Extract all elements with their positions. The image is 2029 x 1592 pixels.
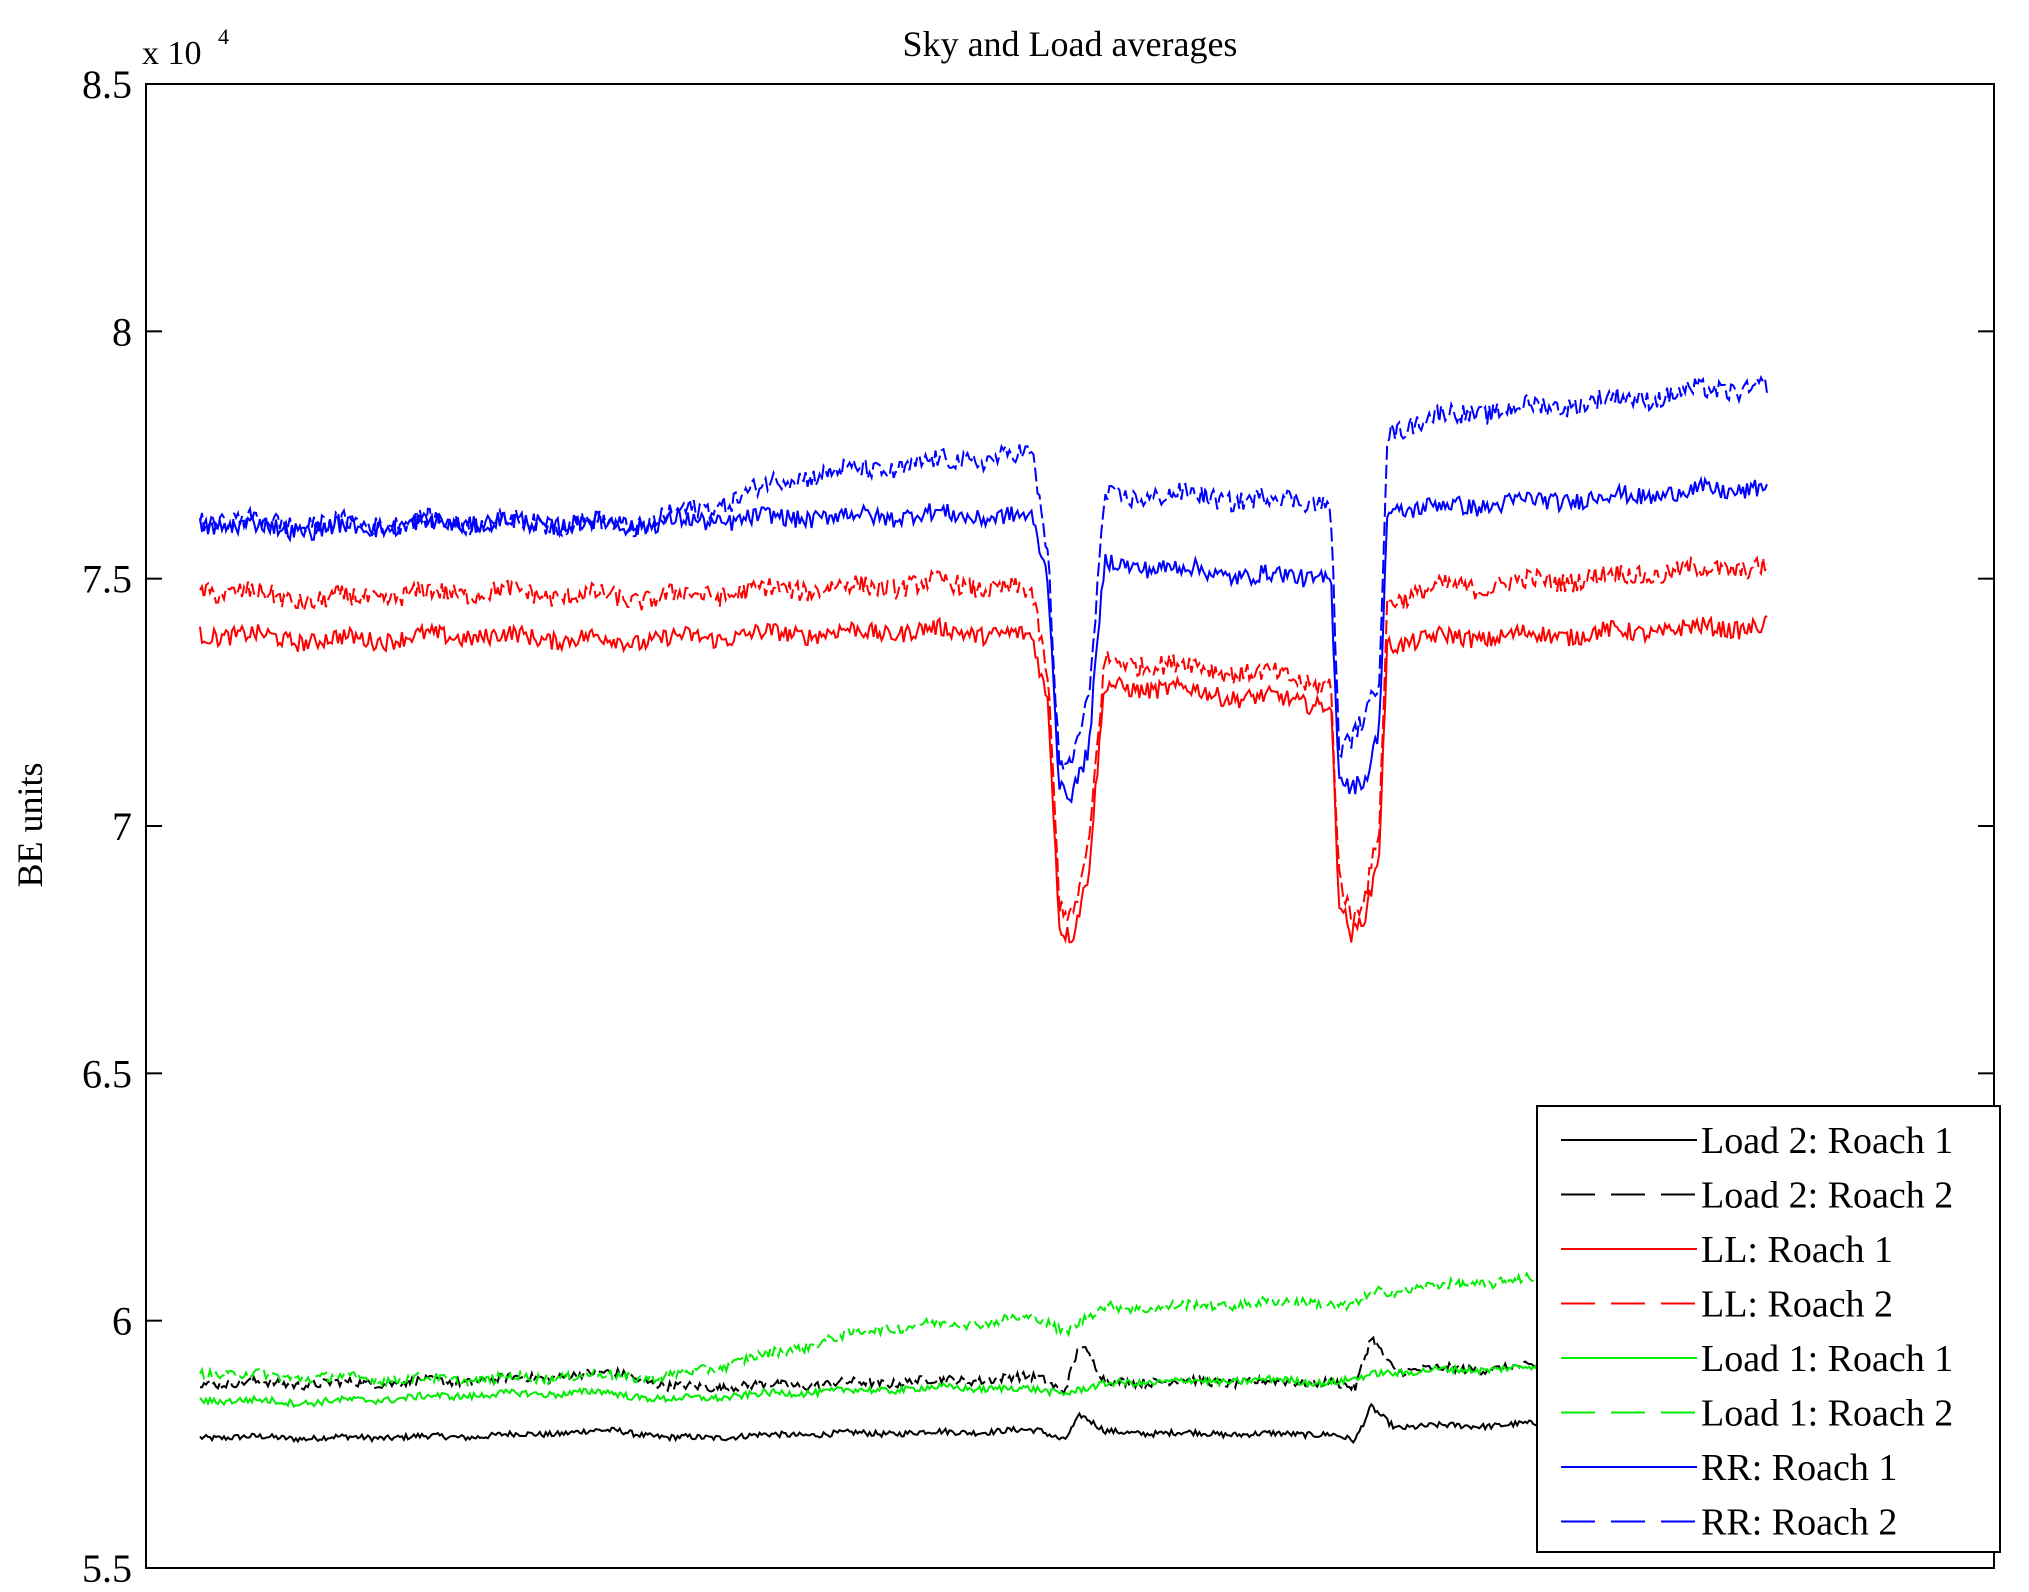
legend: Load 2: Roach 1 Load 2: Roach 2 LL: Roach … [1536,1105,2001,1553]
chart-title: Sky and Load averages [903,24,1238,64]
series-line-rr-roach-2 [199,375,1768,774]
legend-label: Load 2: Roach 2 [1701,1175,1953,1217]
legend-label: LL: Roach 1 [1701,1229,1893,1271]
series-line-ll-roach-1 [199,614,1768,944]
series-line-load-1-roach-1 [199,1351,1768,1409]
series-layer [199,375,1768,1444]
y-tick-label: 5.5 [82,1546,132,1591]
y-tick-label: 6.5 [82,1051,132,1096]
y-exponent-base: x 10 [142,35,202,72]
y-axis-label: BE units [10,762,50,887]
y-exponent-power: 4 [218,24,229,49]
series-line-load-2-roach-1 [199,1402,1768,1444]
y-tick-label: 8.5 [82,62,132,107]
legend-box [1536,1105,2001,1553]
legend-label: Load 2: Roach 1 [1701,1120,1953,1162]
y-tick-label: 7 [112,804,132,849]
legend-label: Load 1: Roach 2 [1701,1393,1953,1435]
legend-label: RR: Roach 2 [1701,1502,1897,1544]
y-tick-label: 6 [112,1299,132,1344]
y-tick-label: 8 [112,309,132,354]
series-line-load-2-roach-2 [200,1335,1768,1397]
legend-label: Load 1: Roach 1 [1701,1338,1953,1380]
series-line-rr-roach-1 [199,475,1768,805]
legend-label: LL: Roach 2 [1701,1284,1893,1326]
series-line-ll-roach-2 [199,555,1768,928]
y-tick-layer: 5.5 6 6.5 7 7.5 8 8.5 [82,62,1994,1591]
series-line-load-1-roach-2 [199,1271,1542,1391]
y-tick-label: 7.5 [82,557,132,602]
legend-label: RR: Roach 1 [1701,1447,1897,1489]
